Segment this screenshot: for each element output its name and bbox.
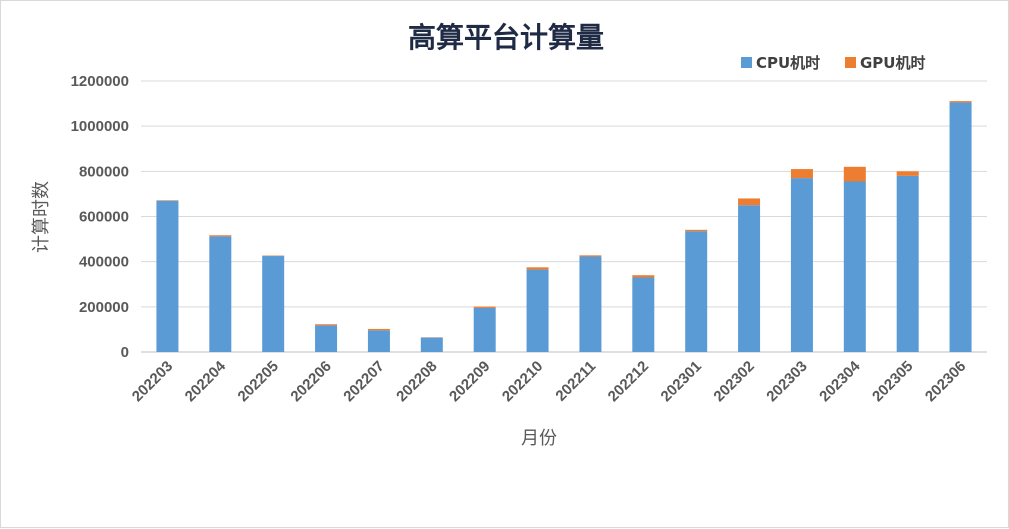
y-tick-label: 1200000 bbox=[71, 73, 129, 90]
x-tick-label: 202301 bbox=[658, 358, 705, 405]
bar-cpu bbox=[738, 205, 760, 352]
bar-gpu bbox=[738, 198, 760, 205]
bar-gpu bbox=[474, 307, 496, 308]
y-tick-label: 400000 bbox=[79, 254, 129, 271]
x-tick-label: 202305 bbox=[869, 358, 916, 405]
bar-cpu bbox=[844, 181, 866, 352]
bar-gpu bbox=[791, 169, 813, 178]
bar-cpu bbox=[315, 325, 337, 352]
bar-gpu bbox=[897, 171, 919, 176]
bar-gpu bbox=[315, 324, 337, 325]
bar-cpu bbox=[156, 201, 178, 352]
x-tick-label: 202212 bbox=[605, 358, 652, 405]
y-tick-label: 800000 bbox=[79, 163, 129, 180]
y-tick-label: 0 bbox=[121, 344, 129, 361]
bar-gpu bbox=[632, 275, 654, 277]
bar-cpu bbox=[527, 270, 549, 352]
legend: CPU机时 GPU机时 bbox=[741, 54, 926, 72]
x-tick-label: 202208 bbox=[393, 358, 440, 405]
bar-cpu bbox=[897, 176, 919, 352]
bar-cpu bbox=[685, 231, 707, 352]
bar-cpu bbox=[262, 256, 284, 352]
legend-swatch bbox=[741, 57, 752, 68]
x-axis-title: 月份 bbox=[521, 428, 557, 449]
x-tick-label: 202203 bbox=[129, 358, 176, 405]
bar-gpu bbox=[209, 235, 231, 236]
y-axis-title: 计算时数 bbox=[31, 181, 52, 253]
x-tick-label: 202209 bbox=[446, 358, 493, 405]
x-tick-label: 202303 bbox=[763, 358, 810, 405]
bar-cpu bbox=[579, 256, 601, 352]
bar-cpu bbox=[474, 308, 496, 352]
x-tick-label: 202306 bbox=[922, 358, 969, 405]
bar-cpu bbox=[632, 277, 654, 352]
bar-cpu bbox=[209, 236, 231, 352]
bars bbox=[156, 101, 971, 352]
bar-gpu bbox=[685, 230, 707, 231]
bar-gpu bbox=[527, 267, 549, 269]
x-tick-label: 202302 bbox=[710, 358, 757, 405]
legend-label: GPU机时 bbox=[860, 54, 926, 72]
x-tick-label: 202211 bbox=[552, 358, 599, 405]
y-tick-labels: 0 200000 400000 600000 800000 1000000 1200000 bbox=[71, 73, 129, 361]
y-tick-label: 1000000 bbox=[71, 118, 129, 135]
x-tick-label: 202205 bbox=[235, 358, 282, 405]
y-tick-label: 600000 bbox=[79, 209, 129, 226]
bar-cpu bbox=[368, 330, 390, 352]
bar-gpu bbox=[368, 329, 390, 330]
legend-label: CPU机时 bbox=[756, 54, 820, 72]
bar-cpu bbox=[950, 102, 972, 352]
y-tick-label: 200000 bbox=[79, 299, 129, 316]
x-tick-label: 202206 bbox=[287, 358, 334, 405]
chart-title: 高算平台计算量 bbox=[408, 21, 604, 54]
bar-gpu bbox=[950, 101, 972, 102]
legend-swatch bbox=[845, 57, 856, 68]
x-tick-label: 202210 bbox=[499, 358, 546, 405]
bar-cpu bbox=[421, 338, 443, 352]
bar-cpu bbox=[791, 178, 813, 352]
x-tick-label: 202304 bbox=[816, 357, 864, 405]
x-tick-label: 202204 bbox=[182, 357, 230, 405]
bar-gpu bbox=[844, 167, 866, 182]
x-tick-label: 202207 bbox=[340, 358, 387, 405]
bar-gpu bbox=[579, 255, 601, 256]
